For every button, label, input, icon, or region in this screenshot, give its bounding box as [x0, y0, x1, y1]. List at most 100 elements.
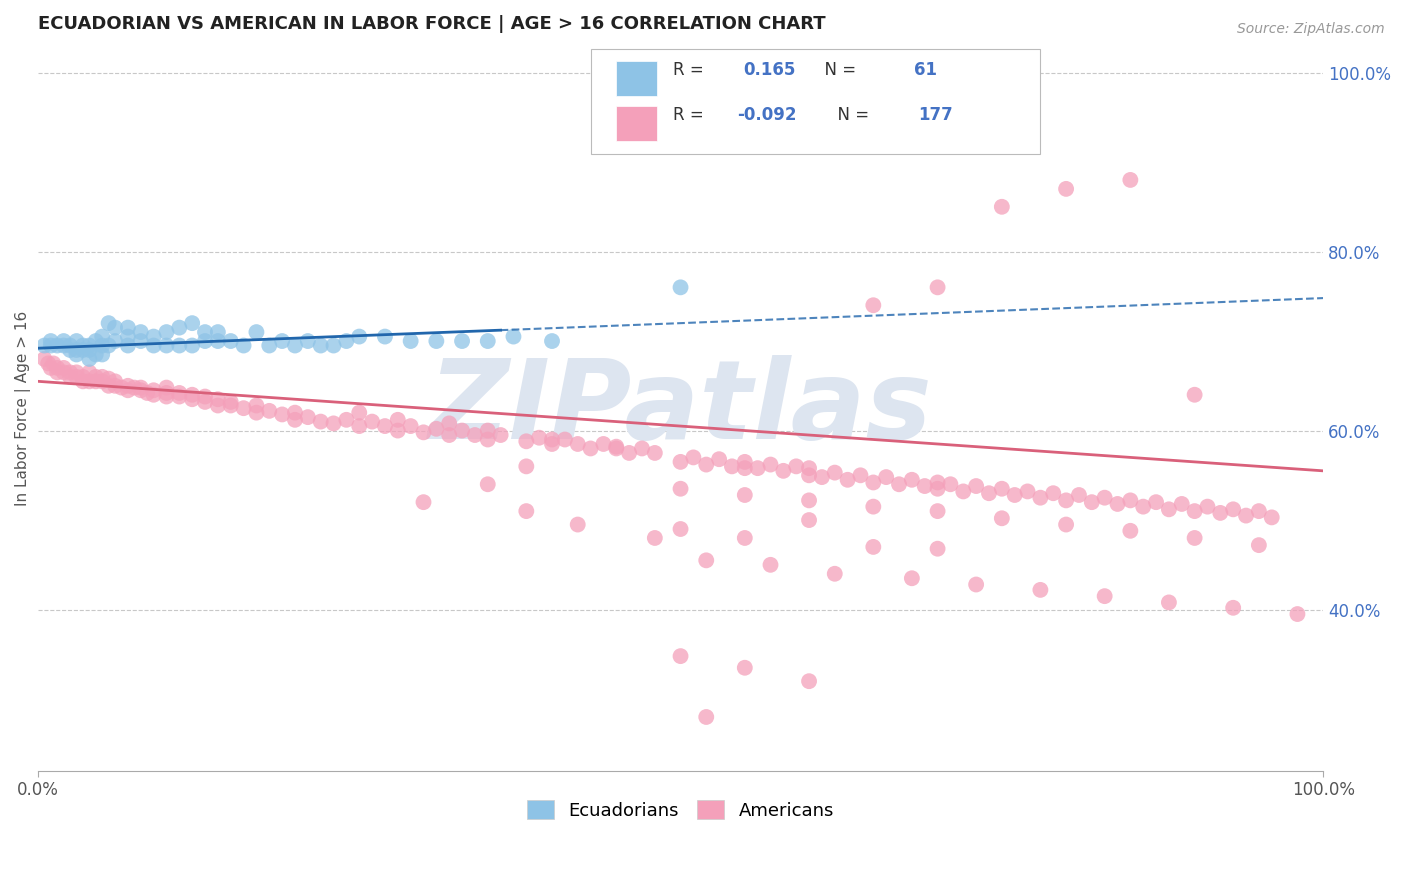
Point — [1029, 582, 1052, 597]
Point — [52, 360, 75, 375]
Point — [862, 500, 884, 514]
Point — [142, 329, 165, 343]
Point — [1247, 504, 1270, 518]
Point — [84, 347, 107, 361]
Point — [1184, 504, 1206, 518]
Point — [824, 566, 846, 581]
Point — [515, 459, 537, 474]
Point — [515, 434, 537, 449]
Point — [219, 399, 242, 413]
Point — [52, 334, 75, 348]
Point — [734, 488, 756, 502]
Point — [207, 392, 229, 407]
Point — [527, 431, 550, 445]
Point — [927, 482, 949, 496]
Point — [72, 343, 94, 357]
Point — [1054, 493, 1077, 508]
Point — [952, 484, 974, 499]
Point — [797, 513, 820, 527]
Point — [117, 379, 139, 393]
Point — [759, 558, 782, 572]
Point — [72, 338, 94, 352]
Point — [387, 413, 409, 427]
Point — [1081, 495, 1104, 509]
Point — [939, 477, 962, 491]
Point — [219, 395, 242, 409]
Point — [425, 334, 447, 348]
Point — [824, 466, 846, 480]
Point — [59, 369, 82, 384]
Point — [104, 379, 127, 393]
Point — [181, 388, 204, 402]
Point — [1004, 488, 1026, 502]
Point — [669, 649, 692, 664]
Point — [259, 404, 281, 418]
Point — [1184, 531, 1206, 545]
Point — [104, 320, 127, 334]
Point — [1119, 493, 1142, 508]
Point — [142, 384, 165, 398]
Point — [631, 442, 654, 456]
Point — [927, 280, 949, 294]
Point — [669, 482, 692, 496]
Point — [695, 710, 717, 724]
Point — [129, 334, 152, 348]
Point — [59, 343, 82, 357]
Point — [644, 531, 666, 545]
Legend: Ecuadorians, Americans: Ecuadorians, Americans — [520, 793, 841, 827]
Point — [437, 417, 460, 431]
Point — [927, 541, 949, 556]
Point — [747, 461, 769, 475]
Point — [914, 479, 936, 493]
Point — [991, 511, 1014, 525]
Point — [541, 437, 564, 451]
Point — [91, 347, 114, 361]
Point — [169, 386, 191, 401]
Point — [37, 356, 59, 370]
Point — [129, 325, 152, 339]
Text: N =: N = — [814, 61, 868, 78]
Point — [1017, 484, 1039, 499]
Point — [1042, 486, 1064, 500]
Point — [399, 419, 422, 434]
Point — [245, 399, 267, 413]
Point — [1094, 589, 1116, 603]
Point — [34, 351, 56, 366]
Point — [84, 369, 107, 384]
Point — [797, 468, 820, 483]
Point — [39, 338, 62, 352]
Point — [412, 495, 434, 509]
Point — [39, 334, 62, 348]
Point — [194, 395, 217, 409]
Point — [977, 486, 1000, 500]
Point — [425, 422, 447, 436]
Point — [259, 338, 281, 352]
Text: R =: R = — [673, 61, 714, 78]
Point — [104, 334, 127, 348]
Point — [207, 399, 229, 413]
Point — [451, 424, 474, 438]
Point — [155, 390, 177, 404]
Point — [322, 338, 344, 352]
Point — [91, 369, 114, 384]
Point — [117, 320, 139, 334]
Point — [65, 369, 87, 384]
Point — [1261, 510, 1284, 524]
Point — [991, 200, 1014, 214]
Point — [46, 338, 69, 352]
Point — [477, 424, 499, 438]
Point — [79, 351, 101, 366]
Point — [772, 464, 794, 478]
Point — [1054, 182, 1077, 196]
Point — [399, 334, 422, 348]
Point — [1157, 502, 1180, 516]
Point — [232, 338, 254, 352]
Point — [52, 338, 75, 352]
Point — [84, 374, 107, 388]
Point — [887, 477, 910, 491]
Point — [644, 446, 666, 460]
Point — [79, 343, 101, 357]
Point — [554, 433, 576, 447]
Point — [169, 320, 191, 334]
Point — [65, 343, 87, 357]
